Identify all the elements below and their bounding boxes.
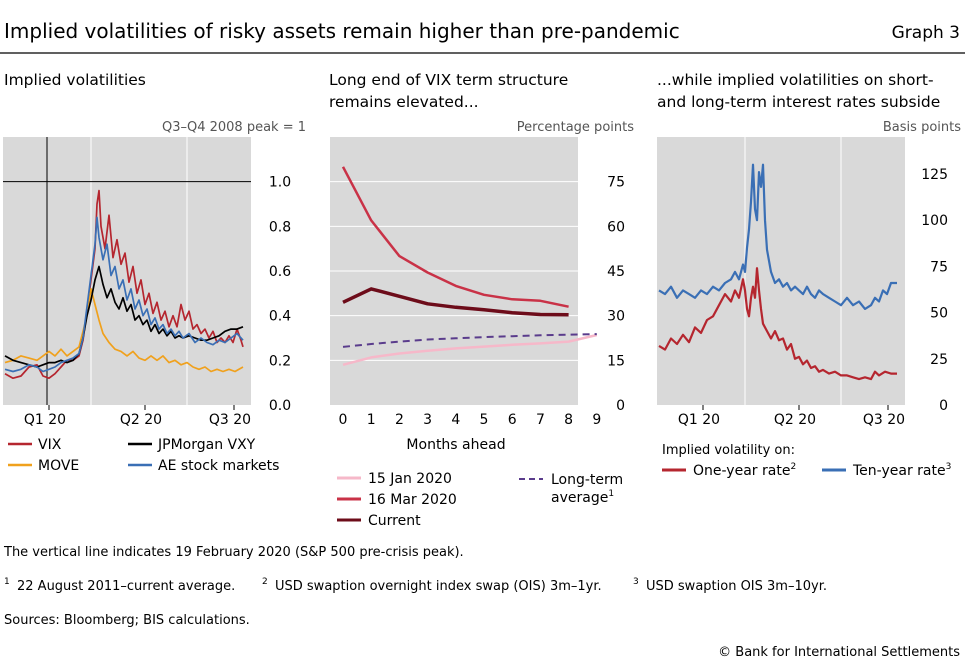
- panel-1-series-jpmorgan-vxy: [4, 265, 244, 368]
- legend-2-label: Long-term: [551, 472, 623, 488]
- copyright: © Bank for International Settlements: [718, 645, 960, 660]
- legend-2-superscript: 1: [608, 489, 614, 499]
- graph-label: Graph 3: [892, 23, 960, 43]
- panel-1-y-tick-label: 0.6: [269, 264, 291, 280]
- panel-2-x-tick-label: 5: [480, 412, 489, 428]
- panel-2-x-tick-label: 1: [367, 412, 376, 428]
- panel-2-x-tick-label: 9: [592, 412, 601, 428]
- legend-3-title: Implied volatility on:: [662, 443, 795, 458]
- panel-3-x-tick-label: Q2 20: [774, 412, 816, 428]
- panel-1-unit-label: Q3–Q4 2008 peak = 1: [162, 120, 306, 135]
- panel-3-y-tick-label: 125: [921, 167, 948, 183]
- panel-2-x-tick-label: 6: [508, 412, 517, 428]
- legend-3-superscript: 3: [946, 462, 952, 472]
- panel-3-title-line-1: ...while implied volatilities on short-: [657, 71, 934, 89]
- panel-2-x-tick-label: 8: [564, 412, 573, 428]
- legend-2-label: 15 Jan 2020: [368, 471, 452, 487]
- panel-2-series-15-jan-2020: [342, 333, 598, 367]
- panel-3-series-ten-year-rate: [658, 163, 897, 310]
- legend-1-label: MOVE: [38, 458, 79, 474]
- legend-3-label: One-year rate2: [693, 462, 796, 479]
- panel-1-title: Implied volatilities: [4, 71, 146, 89]
- panel-2-series-16-mar-2020: [341, 166, 569, 308]
- panel-2-y-tick-label: 15: [607, 353, 625, 369]
- panel-1-y-tick-label: 0.4: [269, 309, 291, 325]
- panel-2-y-tick-label: 60: [607, 219, 625, 235]
- legend-1-label: AE stock markets: [158, 458, 279, 474]
- panel-3-y-tick-label: 25: [930, 352, 948, 368]
- panel-2-x-tick-label: 0: [339, 412, 348, 428]
- page-title: Implied volatilities of risky assets rem…: [4, 19, 680, 43]
- panel-3-interest-rate-volatilities: 0 25 50 75 100 125 Q1 20 Q2 20 Q3 20: [657, 137, 948, 428]
- panel-2-y-tick-label: 75: [607, 175, 625, 191]
- panel-1-y-tick-label: 0.0: [269, 398, 291, 414]
- panel-1-x-tick-label: Q3 20: [209, 412, 251, 428]
- legend-2-label-continued: average1: [551, 489, 614, 506]
- panel-2-x-tick-label: 3: [423, 412, 432, 428]
- panel-3-y-tick-label: 100: [921, 213, 948, 229]
- panel-3-y-tick-label: 0: [939, 398, 948, 414]
- panel-1-y-tick-label: 0.8: [269, 219, 291, 235]
- panel-1-x-tick-label: Q2 20: [120, 412, 162, 428]
- panel-2-x-tick-label: 2: [395, 412, 404, 428]
- panel-1-implied-volatilities: 0.0 0.2 0.4 0.6 0.8 1.0 Q1 20 Q2 20 Q3 20: [3, 137, 291, 428]
- panel-2-y-tick-label: 30: [607, 309, 625, 325]
- panel-3-plot-area: [657, 137, 905, 405]
- panel-3-legend: Implied volatility on: One-year rate2 Ten…: [662, 443, 951, 479]
- legend-1-label: VIX: [38, 437, 62, 453]
- footnote-number: 3: [633, 577, 639, 587]
- panel-1-y-tick-label: 1.0: [269, 175, 291, 191]
- legend-3-label: Ten-year rate3: [852, 462, 951, 479]
- footnote-number: 1: [4, 577, 10, 587]
- panel-1-legend: VIX MOVE JPMorgan VXY AE stock markets: [8, 437, 279, 474]
- panel-2-y-tick-label: 0: [616, 398, 625, 414]
- vertical-line-note: The vertical line indicates 19 February …: [3, 545, 464, 560]
- legend-2-label: Current: [368, 513, 421, 529]
- legend-1-label: JPMorgan VXY: [157, 437, 256, 453]
- panel-3-y-tick-label: 50: [930, 306, 948, 322]
- panel-2-legend: 15 Jan 2020 16 Mar 2020 Current Long-termav…: [337, 471, 623, 529]
- legend-3-superscript: 2: [790, 462, 796, 472]
- sources: Sources: Bloomberg; BIS calculations.: [4, 613, 250, 628]
- panel-2-y-tick-label: 45: [607, 264, 625, 280]
- panel-3-x-tick-label: Q1 20: [678, 412, 720, 428]
- panel-2-x-axis-label: Months ahead: [406, 437, 505, 453]
- panel-3-title-line-2: and long-term interest rates subside: [657, 93, 940, 111]
- panel-2-series-long-term-average: [342, 333, 597, 348]
- panel-2-x-tick-label: 4: [451, 412, 460, 428]
- footnote-text: USD swaption overnight index swap (OIS) …: [275, 579, 602, 594]
- footnote-text: 22 August 2011–current average.: [17, 579, 235, 594]
- panel-2-series-current: [342, 287, 569, 317]
- panel-2-title-line-2: remains elevated...: [329, 93, 479, 111]
- panel-3-x-tick-label: Q3 20: [863, 412, 905, 428]
- legend-2-label: 16 Mar 2020: [368, 492, 457, 508]
- panel-3-series-one-year-rate: [658, 267, 897, 381]
- panel-2-x-tick-label: 7: [536, 412, 545, 428]
- panel-1-series-ae-stock-markets: [4, 216, 244, 373]
- panel-1-x-tick-label: Q1 20: [24, 412, 66, 428]
- panel-1-y-tick-label: 0.2: [269, 353, 291, 369]
- footnote-text: USD swaption OIS 3m–10yr.: [646, 579, 827, 594]
- footnotes: 1 22 August 2011–current average. 2 USD swa…: [4, 577, 827, 594]
- panel-3-y-tick-label: 75: [930, 259, 948, 275]
- panel-3-unit-label: Basis points: [883, 120, 961, 135]
- panel-2-unit-label: Percentage points: [517, 120, 634, 135]
- panel-2-title-line-1: Long end of VIX term structure: [329, 71, 568, 89]
- footnote-number: 2: [262, 577, 268, 587]
- panel-1-series-move: [4, 288, 244, 373]
